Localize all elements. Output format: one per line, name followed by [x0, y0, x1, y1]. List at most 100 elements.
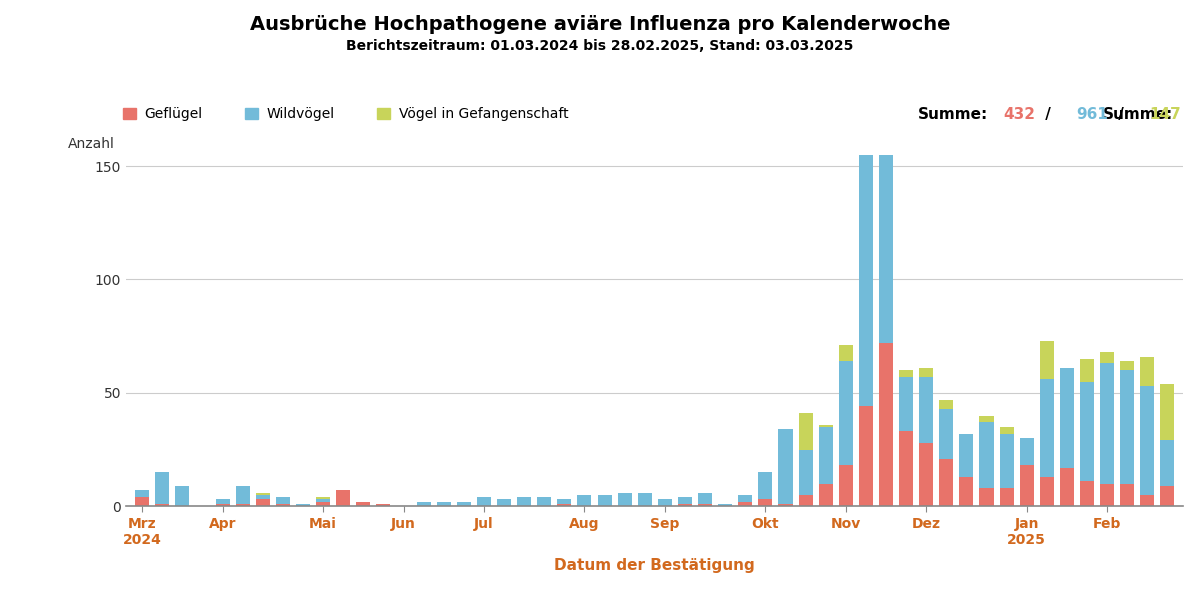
Bar	[940, 400, 953, 409]
Bar	[1120, 484, 1134, 506]
Text: Berichtszeitraum: 01.03.2024 bis 28.02.2025, Stand: 03.03.2025: Berichtszeitraum: 01.03.2024 bis 28.02.2…	[347, 39, 853, 53]
Bar	[878, 89, 893, 148]
Bar	[899, 431, 913, 506]
Bar	[839, 345, 853, 361]
Bar	[798, 495, 812, 506]
Bar	[476, 497, 491, 506]
Bar	[316, 497, 330, 499]
Bar	[878, 343, 893, 506]
Bar	[1080, 359, 1094, 382]
Bar	[437, 502, 451, 506]
Bar	[959, 434, 973, 477]
Bar	[497, 499, 511, 506]
Bar	[296, 504, 310, 506]
Text: Summe:: Summe:	[918, 107, 989, 122]
Bar	[1020, 438, 1033, 466]
Bar	[1160, 384, 1175, 440]
Bar	[698, 493, 712, 504]
Bar	[718, 504, 732, 506]
Bar	[678, 504, 692, 506]
Bar	[136, 497, 149, 506]
Bar	[316, 502, 330, 506]
Bar	[377, 504, 390, 506]
Bar	[235, 486, 250, 504]
Bar	[457, 502, 470, 506]
Bar	[899, 377, 913, 431]
Bar	[175, 486, 190, 506]
Bar	[416, 502, 431, 506]
Bar	[738, 502, 752, 506]
Bar	[839, 466, 853, 506]
Text: 147: 147	[1150, 107, 1181, 122]
Bar	[678, 497, 692, 504]
Bar	[979, 488, 994, 506]
Bar	[979, 416, 994, 422]
Bar	[276, 504, 290, 506]
Bar	[798, 413, 812, 449]
Bar	[798, 449, 812, 495]
Bar	[216, 504, 229, 506]
Bar	[1160, 440, 1175, 486]
Bar	[779, 504, 792, 506]
Bar	[1000, 488, 1014, 506]
Bar	[1140, 356, 1154, 386]
Text: 961: 961	[1076, 107, 1108, 122]
Legend: Geflügel, Wildvögel, Vögel in Gefangenschaft: Geflügel, Wildvögel, Vögel in Gefangensc…	[122, 107, 569, 121]
Bar	[557, 504, 571, 506]
Bar	[878, 148, 893, 343]
Bar	[1120, 361, 1134, 370]
Bar	[538, 497, 551, 506]
Bar	[618, 493, 631, 506]
Bar	[577, 495, 592, 506]
Bar	[818, 425, 833, 427]
Bar	[356, 502, 371, 506]
Bar	[1039, 477, 1054, 506]
Bar	[316, 499, 330, 502]
Bar	[155, 472, 169, 504]
Bar	[517, 497, 532, 506]
Bar	[899, 370, 913, 377]
Bar	[919, 368, 934, 377]
Bar	[738, 495, 752, 502]
Bar	[919, 443, 934, 506]
Bar	[256, 495, 270, 499]
Text: /: /	[1112, 107, 1129, 122]
Bar	[637, 493, 652, 506]
Bar	[557, 499, 571, 504]
Bar	[658, 499, 672, 506]
Bar	[155, 504, 169, 506]
Bar	[979, 422, 994, 488]
Bar	[940, 458, 953, 506]
Bar	[1140, 495, 1154, 506]
Bar	[758, 499, 773, 506]
Bar	[235, 504, 250, 506]
Bar	[959, 477, 973, 506]
Bar	[1039, 379, 1054, 477]
Bar	[1060, 368, 1074, 468]
Bar	[919, 377, 934, 443]
Bar	[136, 490, 149, 497]
Bar	[859, 406, 872, 506]
Text: 432: 432	[1003, 107, 1036, 122]
Bar	[818, 427, 833, 484]
Bar	[779, 429, 792, 504]
Bar	[859, 139, 872, 406]
Bar	[1080, 481, 1094, 506]
Bar	[1000, 434, 1014, 488]
Text: Anzahl: Anzahl	[68, 137, 115, 151]
Bar	[1100, 352, 1114, 364]
Bar	[859, 123, 872, 139]
Bar	[758, 472, 773, 499]
Bar	[336, 490, 350, 506]
Bar	[256, 493, 270, 495]
Bar	[1000, 427, 1014, 434]
Bar	[1100, 484, 1114, 506]
Text: Summe:: Summe:	[1103, 107, 1172, 122]
Bar	[1080, 382, 1094, 481]
Bar	[698, 504, 712, 506]
X-axis label: Datum der Bestätigung: Datum der Bestätigung	[554, 558, 755, 573]
Bar	[598, 495, 612, 506]
Bar	[839, 361, 853, 466]
Bar	[1120, 370, 1134, 484]
Bar	[1140, 386, 1154, 495]
